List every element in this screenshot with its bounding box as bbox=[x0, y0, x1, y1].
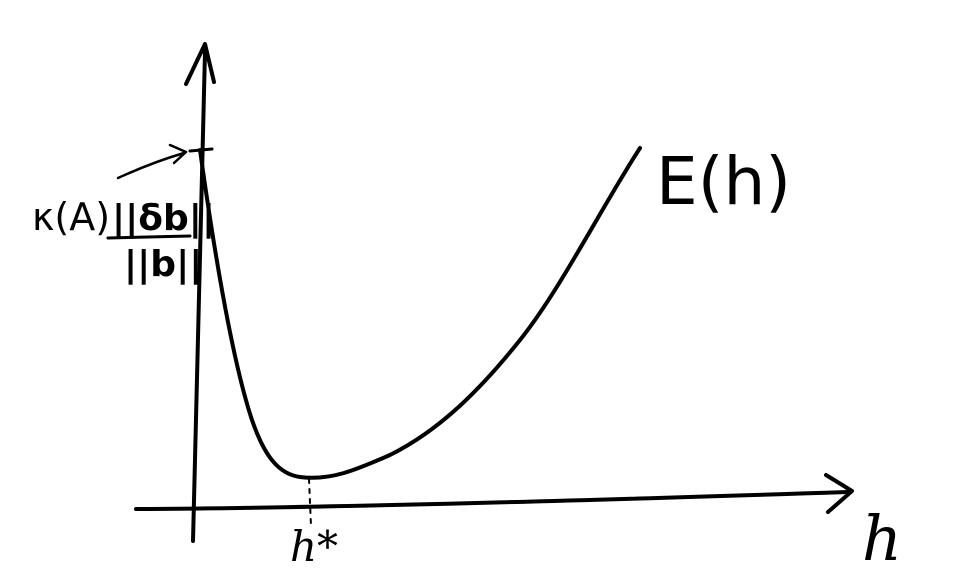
y-intercept-tick bbox=[188, 147, 214, 153]
error-curve bbox=[198, 146, 642, 480]
y-intercept-label: κ(A) ||δb|| ||b|| bbox=[32, 195, 215, 285]
fraction-bar bbox=[106, 234, 192, 240]
minimum-guide-line bbox=[308, 478, 312, 527]
x-axis-label: h bbox=[862, 502, 902, 575]
y-axis-arrowhead bbox=[184, 42, 216, 86]
curve-label: E(h) bbox=[656, 143, 791, 220]
x-axis bbox=[134, 473, 854, 514]
perturbation-norm-numerator: ||δb|| bbox=[112, 198, 215, 239]
y-axis bbox=[184, 42, 216, 543]
y-intercept-pointer-arrow bbox=[116, 143, 188, 180]
rhs-norm-denominator: ||b|| bbox=[124, 244, 202, 285]
condition-number-text: κ(A) bbox=[32, 195, 110, 239]
minimizer-label: h* bbox=[290, 522, 338, 571]
x-axis-arrowhead bbox=[824, 473, 854, 514]
